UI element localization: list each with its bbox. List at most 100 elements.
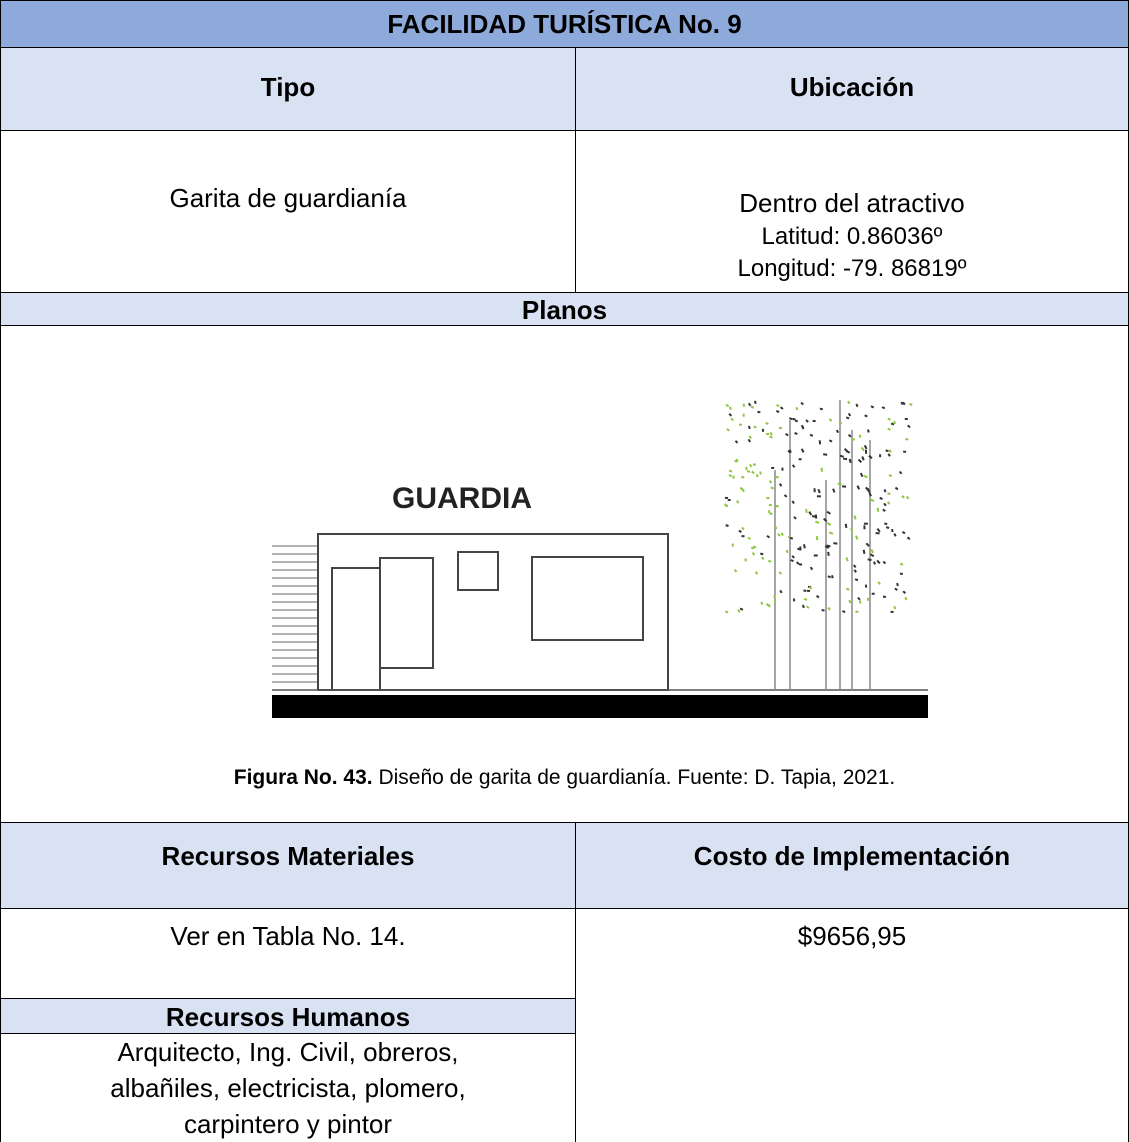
- leaf: [798, 563, 803, 566]
- leaf: [830, 575, 834, 579]
- leaf: [789, 536, 794, 540]
- leaf: [813, 488, 816, 493]
- leaf: [847, 400, 851, 405]
- leaf: [881, 406, 886, 410]
- leaf: [851, 438, 856, 441]
- leaf: [827, 551, 830, 556]
- leaf: [738, 423, 743, 426]
- leaf: [773, 595, 776, 599]
- leaf: [765, 603, 770, 607]
- leaf: [809, 566, 814, 571]
- leaf: [723, 503, 728, 507]
- leaf: [727, 498, 731, 502]
- leaf: [733, 568, 738, 573]
- leaf: [817, 488, 821, 494]
- leaf: [871, 592, 875, 595]
- leaf: [835, 429, 840, 434]
- leaf: [868, 492, 872, 497]
- leaf: [783, 494, 788, 498]
- leaf: [845, 557, 849, 562]
- leaf: [887, 453, 891, 457]
- leaf: [768, 479, 773, 484]
- leaf: [899, 562, 904, 566]
- leaf: [852, 564, 857, 568]
- leaf: [781, 467, 784, 471]
- leaf: [767, 510, 771, 514]
- cell-text: albañiles, electricista, plomero,: [110, 1073, 466, 1103]
- leaf: [741, 535, 745, 538]
- building: [317, 533, 669, 691]
- leaf: [859, 472, 864, 478]
- leaf: [863, 525, 866, 530]
- leaf: [779, 483, 783, 487]
- cell: $9656,95: [575, 908, 1129, 1142]
- leaf: [805, 508, 808, 514]
- leaf: [860, 446, 865, 452]
- leaf: [844, 523, 848, 528]
- leaf: [847, 412, 852, 417]
- leaf: [753, 400, 757, 405]
- leaf: [741, 526, 745, 531]
- leaf: [808, 511, 813, 516]
- leaf: [887, 492, 891, 495]
- leaf: [890, 528, 894, 533]
- leaf: [863, 444, 868, 450]
- leaf: [812, 419, 816, 423]
- leaf: [795, 406, 799, 411]
- leaf: [794, 431, 798, 435]
- leaf: [751, 552, 756, 556]
- leaf: [765, 421, 769, 426]
- leaf: [847, 433, 852, 438]
- leaf: [769, 435, 773, 439]
- leaf: [879, 454, 882, 458]
- leaf: [882, 560, 887, 565]
- leaf: [902, 590, 907, 595]
- cell-text: $9656,95: [797, 921, 907, 951]
- leaf: [858, 434, 862, 438]
- leaf: [808, 586, 813, 590]
- leaf: [775, 505, 779, 508]
- leaf: [842, 610, 846, 614]
- drawing-label: GUARDIA: [392, 482, 532, 515]
- leaf: [796, 547, 801, 551]
- leaf: [748, 402, 752, 407]
- leaf: [752, 463, 756, 466]
- leaf: [757, 410, 761, 414]
- leaf: [837, 482, 842, 486]
- leaf: [791, 464, 796, 468]
- leaf: [735, 458, 739, 462]
- leaf: [855, 403, 859, 408]
- leaf: [876, 559, 881, 565]
- leaf: [899, 572, 903, 575]
- leaf: [778, 426, 783, 430]
- leaf: [898, 470, 903, 475]
- leaf: [778, 571, 783, 575]
- leaf: [792, 598, 796, 602]
- leaf: [856, 485, 861, 490]
- leaf: [885, 526, 890, 529]
- leaf: [774, 525, 778, 530]
- leaf: [811, 515, 817, 518]
- cell-text: Garita de guardianía: [169, 183, 407, 213]
- leaf: [848, 599, 852, 604]
- leaf: [747, 438, 751, 443]
- leaf: [738, 529, 742, 534]
- leaf: [882, 508, 886, 513]
- leaf: [803, 544, 806, 549]
- leaf: [821, 609, 825, 612]
- leaf: [890, 422, 895, 426]
- leaf: [751, 470, 755, 474]
- leaf: [826, 510, 831, 515]
- leaf: [868, 454, 873, 460]
- leaf: [728, 473, 733, 478]
- leaf: [770, 486, 774, 490]
- leaf: [748, 435, 752, 439]
- leaf: [749, 463, 753, 468]
- leaf: [827, 575, 832, 579]
- leaf: [815, 536, 819, 541]
- leaf: [879, 496, 883, 500]
- cell-text: Arquitecto, Ing. Civil, obreros,: [117, 1037, 459, 1067]
- leaf: [843, 457, 848, 461]
- cell-text: Ver en Tabla No. 14.: [170, 921, 406, 951]
- leaf: [795, 561, 800, 565]
